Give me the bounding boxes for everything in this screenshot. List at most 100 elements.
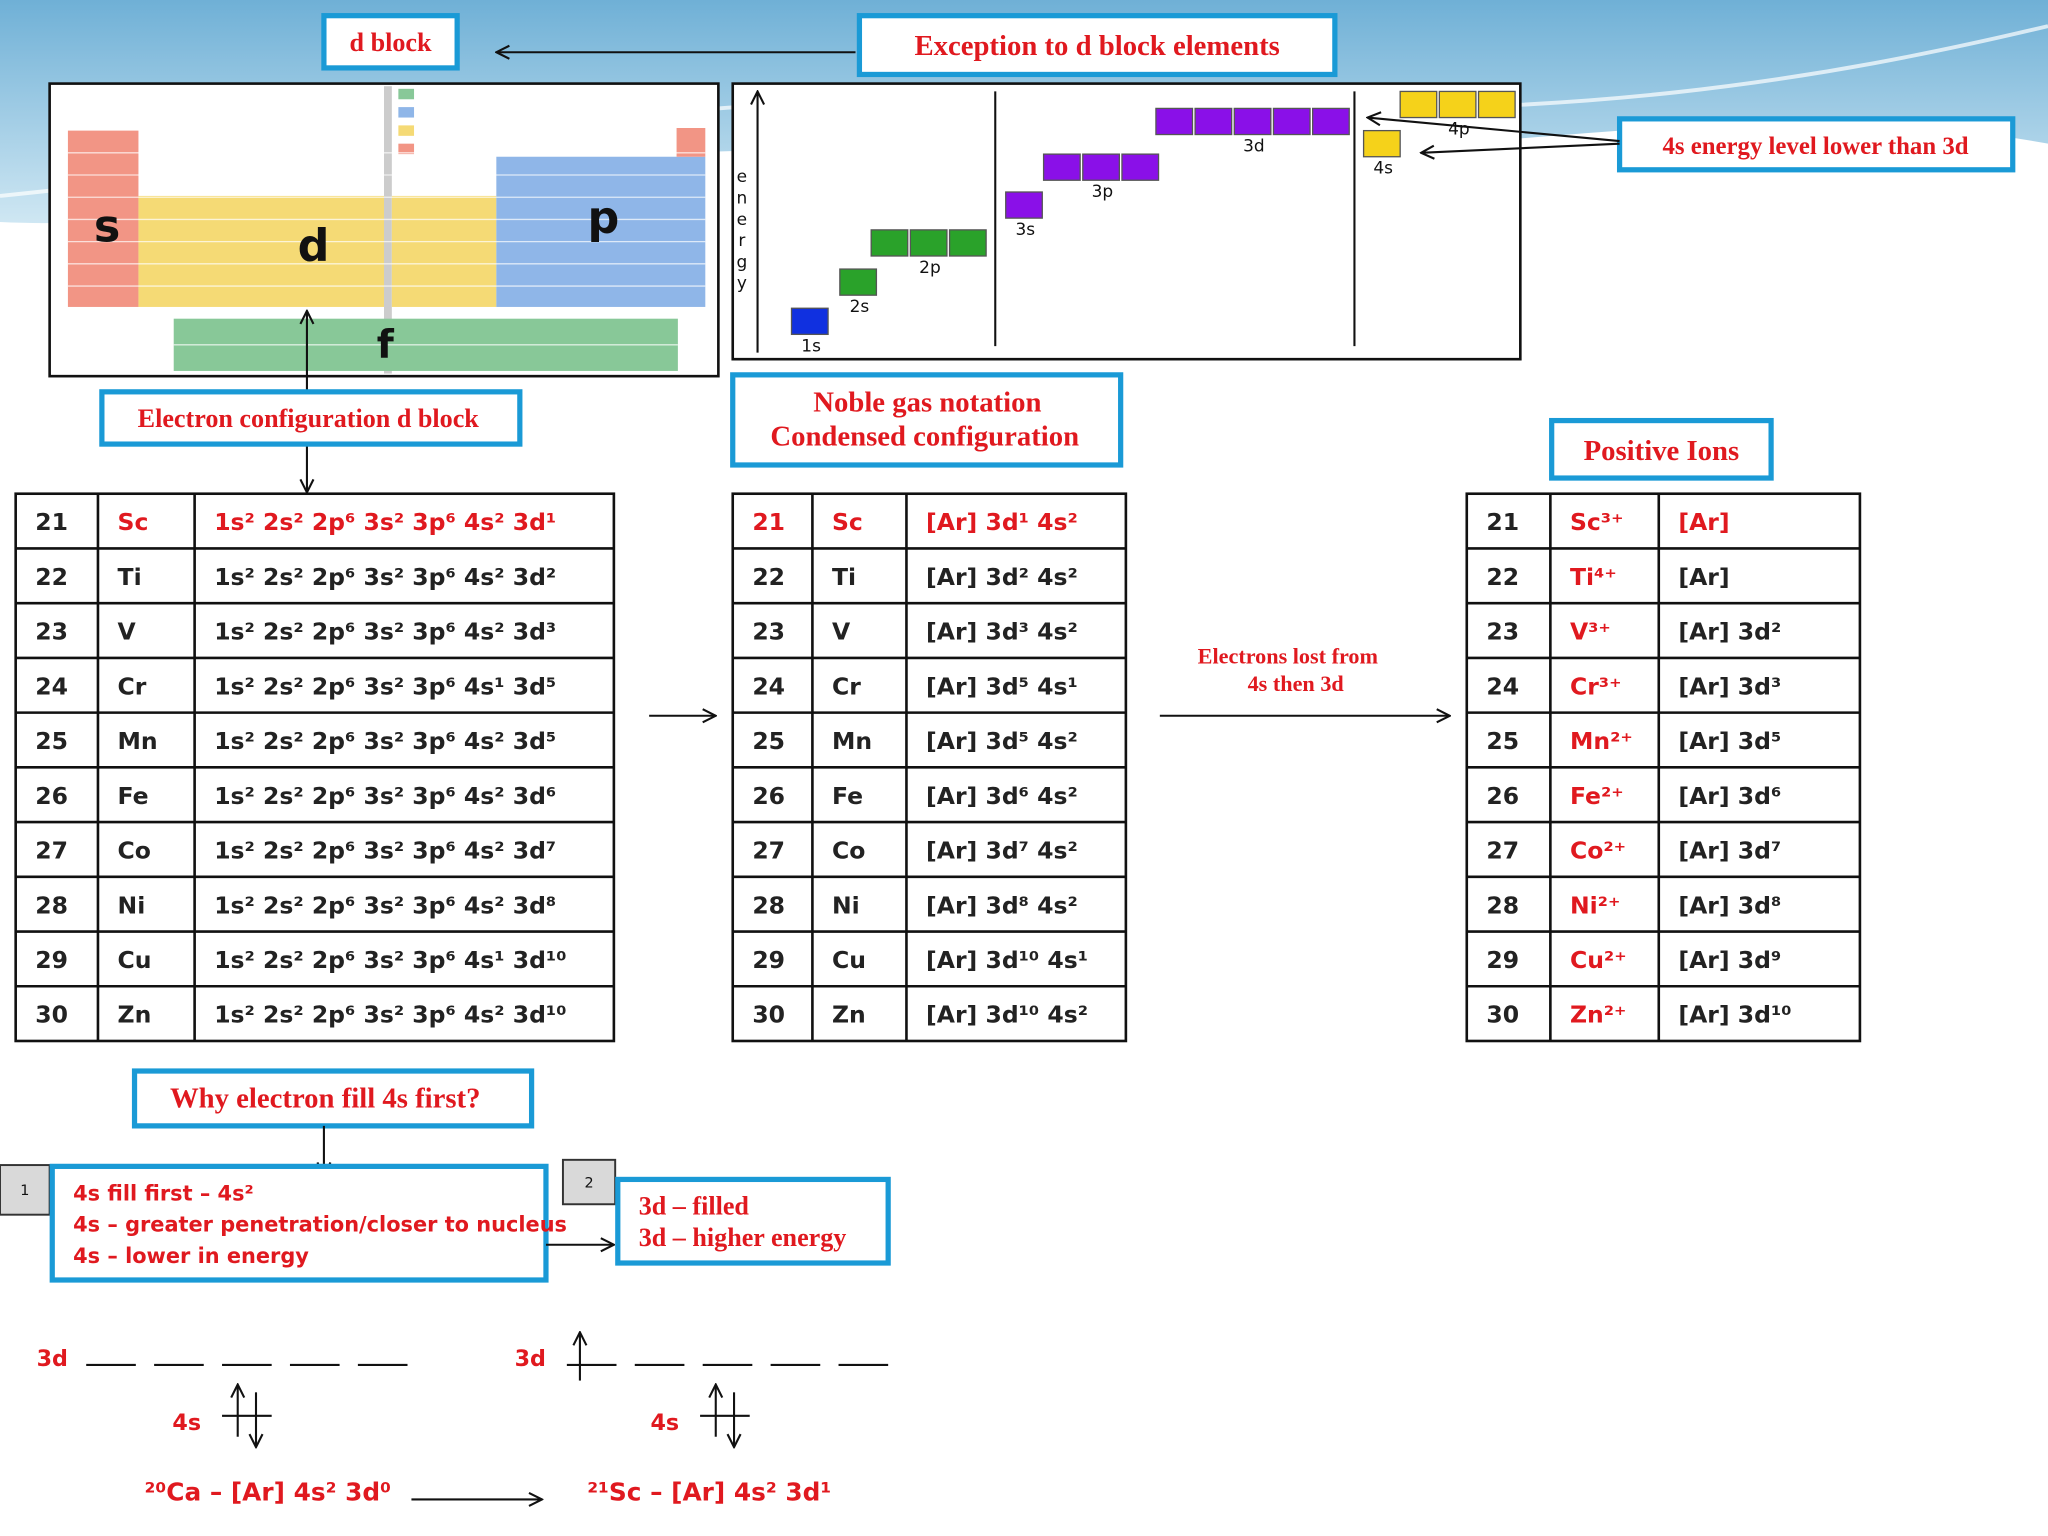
orbital-label: 3d: [37, 1346, 68, 1372]
table-cell: 27: [35, 837, 68, 865]
table-cell: Cr: [832, 672, 861, 700]
table-cell: Ti: [832, 563, 856, 591]
table-cell: 1s² 2s² 2p⁶ 3s² 3p⁶ 4s² 3d⁶: [214, 782, 556, 810]
label: Positive Ions: [1584, 435, 1740, 467]
table-cell: [Ar] 3d² 4s²: [926, 563, 1078, 591]
table-cell: 27: [752, 837, 785, 865]
label: 4s energy level lower than 3d: [1662, 133, 1968, 160]
table-cell: [Ar] 3d⁸: [1678, 891, 1781, 919]
table-cell: Ni²⁺: [1570, 891, 1620, 919]
label: Electron configuration d block: [138, 404, 480, 433]
table-cell: 29: [752, 946, 785, 974]
note-box: [49, 1163, 549, 1283]
block-label: f: [377, 323, 395, 368]
table-cell: 25: [35, 727, 68, 755]
table-cell: 1s² 2s² 2p⁶ 3s² 3p⁶ 4s² 3d³: [214, 618, 556, 646]
step-number: 2: [584, 1175, 593, 1191]
table-cell: 1s² 2s² 2p⁶ 3s² 3p⁶ 4s² 3d¹⁰: [214, 1001, 566, 1029]
label: Noble gas notation: [813, 386, 1041, 418]
table-cell: Co²⁺: [1570, 837, 1626, 865]
orbital-box: [1082, 153, 1120, 181]
table-cell: 28: [35, 891, 68, 919]
orbital-box: [1121, 153, 1160, 181]
table-cell: 23: [1486, 618, 1519, 646]
table-cell: Fe: [832, 782, 863, 810]
table-cell: 1s² 2s² 2p⁶ 3s² 3p⁶ 4s² 3d⁸: [214, 891, 556, 919]
note: 4s – greater penetration/closer to nucle…: [73, 1213, 567, 1237]
table-cell: 29: [1486, 946, 1519, 974]
label-box: [730, 372, 1124, 468]
table-cell: Mn: [832, 727, 872, 755]
table-cell: 1s² 2s² 2p⁶ 3s² 3p⁶ 4s¹ 3d⁵: [214, 672, 556, 700]
axis-label: energy: [732, 167, 752, 295]
table-cell: 30: [1486, 1001, 1519, 1029]
table-cell: Sc: [118, 508, 149, 536]
label: Why electron fill 4s first?: [170, 1083, 481, 1115]
table-cell: 22: [1486, 563, 1519, 591]
table-cell: 22: [752, 563, 785, 591]
table-cell: V³⁺: [1570, 618, 1611, 646]
table-cell: Ti⁴⁺: [1570, 563, 1617, 591]
orbital-label: 4s: [172, 1410, 201, 1436]
table-cell: 29: [35, 946, 68, 974]
table-cell: [Ar] 3d⁶ 4s²: [926, 782, 1078, 810]
orbital-box: [1399, 90, 1438, 119]
table-cell: Ti: [118, 563, 142, 591]
table-cell: 24: [1486, 672, 1519, 700]
note: 4s – lower in energy: [73, 1244, 309, 1268]
table-cell: 30: [752, 1001, 785, 1029]
table-cell: Mn: [118, 727, 158, 755]
orbital-box: [1362, 129, 1401, 158]
orbital-box: [1233, 107, 1272, 136]
table-cell: Ni: [118, 891, 146, 919]
table-cell: Mn²⁺: [1570, 727, 1633, 755]
table-cell: 23: [752, 618, 785, 646]
table-cell: [Ar] 3d⁵ 4s¹: [926, 672, 1078, 700]
table-cell: Co: [118, 837, 151, 865]
table-cell: 1s² 2s² 2p⁶ 3s² 3p⁶ 4s² 3d¹: [214, 508, 556, 536]
level-label: 3s: [1015, 220, 1035, 240]
table-cell: 21: [35, 508, 68, 536]
table-cell: [Ar]: [1678, 508, 1729, 536]
table-cell: Cu: [832, 946, 866, 974]
orbital-box: [1042, 153, 1081, 181]
table-cell: 21: [752, 508, 785, 536]
table-cell: [Ar] 3d³: [1678, 672, 1781, 700]
periodic-table: [48, 82, 720, 378]
note: 3d – higher energy: [639, 1223, 847, 1252]
label: d block: [350, 28, 432, 57]
level-label: 2p: [919, 258, 941, 278]
orbital-box: [839, 268, 878, 296]
table-cell: Cr: [118, 672, 147, 700]
label-box: [99, 389, 523, 447]
table-cell: [Ar] 3d¹⁰ 4s²: [926, 1001, 1088, 1029]
table-cell: 30: [35, 1001, 68, 1029]
table-cell: 27: [1486, 837, 1519, 865]
table-cell: 1s² 2s² 2p⁶ 3s² 3p⁶ 4s² 3d⁷: [214, 837, 556, 865]
label-box: [856, 13, 1338, 78]
table-cell: 28: [1486, 891, 1519, 919]
table-cell: [Ar] 3d²: [1678, 618, 1781, 646]
label: Exception to d block elements: [914, 30, 1279, 62]
orbital-label: 4s: [650, 1410, 679, 1436]
note: 4s fill first – 4s²: [73, 1181, 254, 1205]
table-cell: 1s² 2s² 2p⁶ 3s² 3p⁶ 4s¹ 3d¹⁰: [214, 946, 566, 974]
label-box: [131, 1068, 535, 1129]
table-cell: Co: [832, 837, 865, 865]
table-cell: 1s² 2s² 2p⁶ 3s² 3p⁶ 4s² 3d⁵: [214, 727, 556, 755]
table-cell: [Ar] 3d⁸ 4s²: [926, 891, 1078, 919]
table-cell: Zn: [832, 1001, 866, 1029]
block-label: d: [298, 221, 330, 272]
table-cell: [Ar] 3d¹⁰ 4s¹: [926, 946, 1088, 974]
block-label: s: [94, 202, 120, 253]
table-cell: 24: [752, 672, 785, 700]
level-label: 4s: [1373, 159, 1393, 179]
level-label: 2s: [850, 297, 870, 317]
formula: ²¹Sc – [Ar] 4s² 3d¹: [587, 1478, 831, 1507]
level-label: 3d: [1243, 137, 1265, 157]
table-cell: 24: [35, 672, 68, 700]
label: Electrons lost from: [1198, 644, 1379, 669]
level-label: 4p: [1448, 120, 1470, 140]
table-cell: Cu: [118, 946, 152, 974]
